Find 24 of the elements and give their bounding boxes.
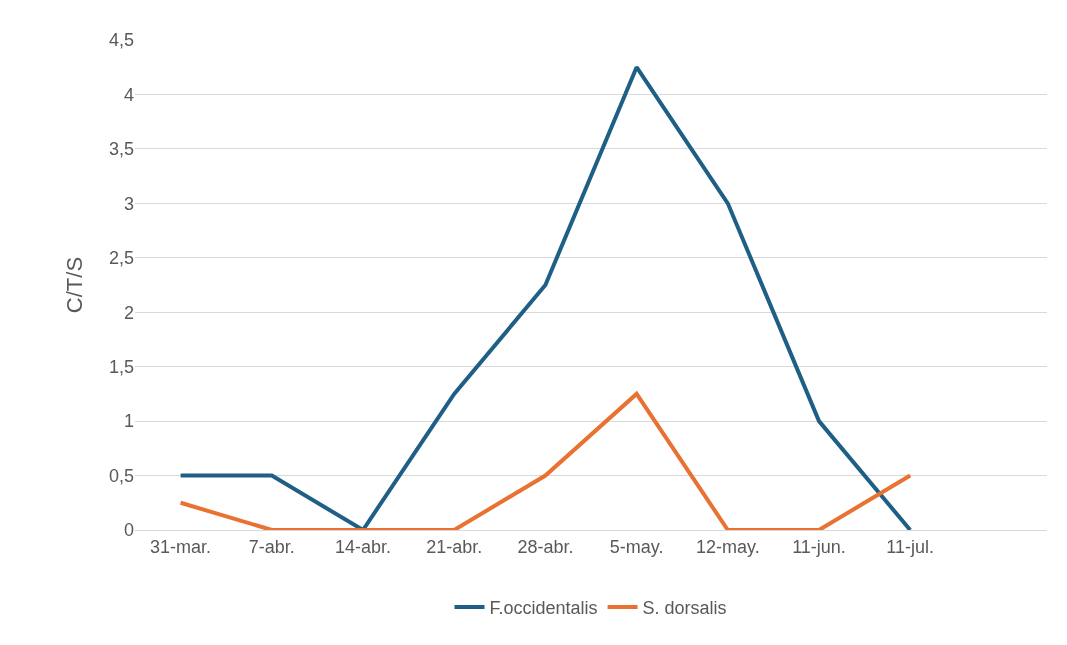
y-tick-label: 4 (123, 84, 134, 105)
x-tick-label: 31-mar. (150, 536, 212, 557)
x-tick-label: 11-jul. (886, 536, 935, 557)
y-tick-label: 3 (123, 193, 134, 214)
y-tick-label: 1 (123, 411, 134, 432)
y-tick-label: 2 (123, 302, 134, 323)
line-series (178, 391, 913, 530)
legend-label: S. dorsalis (642, 598, 727, 619)
x-tick-label: 12-may. (695, 536, 760, 557)
x-tick-label: 28-abr. (517, 536, 574, 557)
x-tick-label: 7-abr. (248, 536, 295, 557)
y-tick-label: 0 (123, 520, 134, 541)
y-axis-title: C/T/S (61, 256, 87, 314)
y-tick-label: 4,5 (108, 30, 134, 51)
y-tick-label: 3,5 (108, 139, 134, 160)
x-tick-label: 11-jun. (792, 536, 846, 557)
x-tick-label: 21-abr. (426, 536, 483, 557)
legend-label: F.occidentalis (489, 598, 598, 619)
y-tick-label: 0,5 (108, 465, 134, 486)
line-series (178, 65, 913, 530)
x-tick-label: 14-abr. (334, 536, 392, 557)
y-tick-label: 1,5 (108, 356, 134, 377)
x-tick-label: 5-may. (609, 536, 664, 557)
y-tick-label: 2,5 (108, 248, 134, 269)
